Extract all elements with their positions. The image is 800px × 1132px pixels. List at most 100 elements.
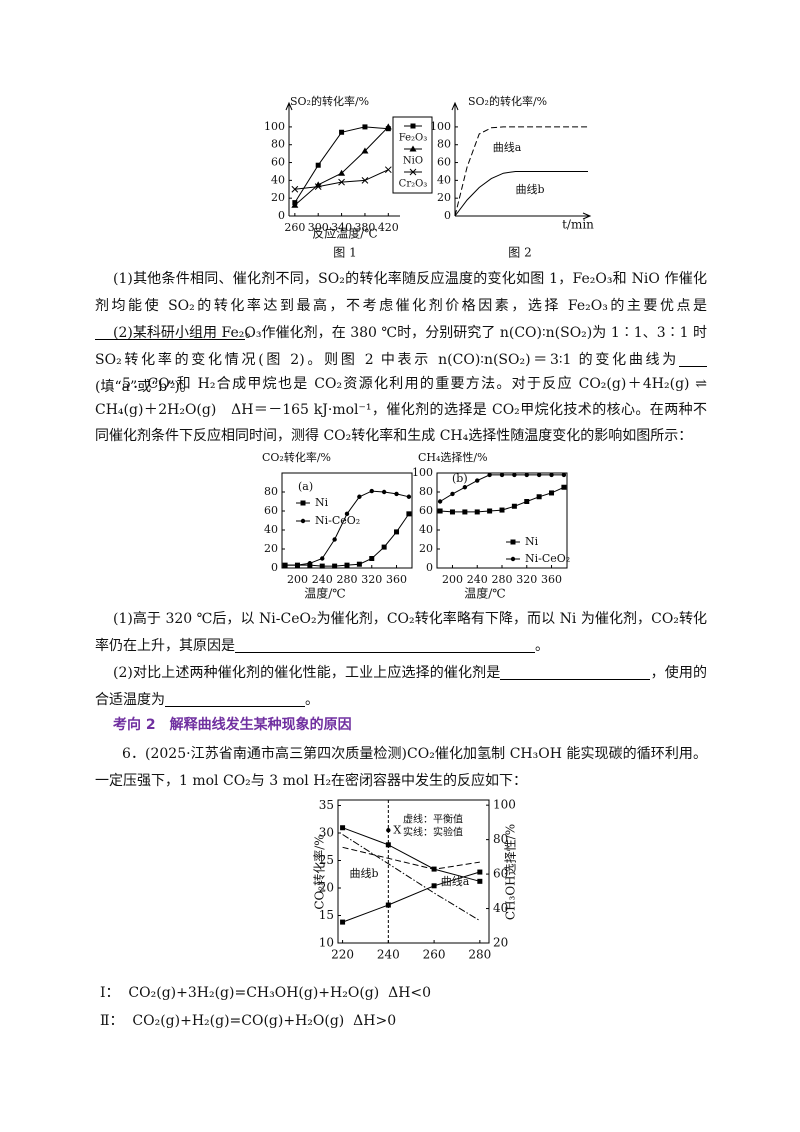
x-tick-label: 320	[361, 573, 382, 586]
marker-dot	[332, 537, 337, 542]
axis-arrow	[451, 101, 459, 111]
marker-square	[362, 124, 368, 130]
x-tick-label: 260	[284, 221, 305, 234]
series-line	[342, 846, 480, 870]
marker-square	[431, 883, 437, 889]
y2-tick-label: 60	[493, 867, 508, 881]
y-axis-label: SO₂的转化率/%	[290, 94, 369, 108]
legend-marker	[410, 123, 416, 129]
marker-triangle	[361, 147, 369, 154]
marker-triangle	[291, 201, 299, 208]
marker-cross	[384, 166, 392, 174]
y-tick-label: 80	[437, 138, 451, 151]
x-tick-label: 200	[287, 573, 308, 586]
marker-square	[511, 503, 517, 509]
curve-label: 曲线b	[349, 866, 378, 880]
y-tick-label: 40	[437, 173, 451, 186]
legend-label: Ni	[525, 535, 539, 548]
answer-blank	[95, 323, 245, 340]
legend-label: Ni-CeO₂	[315, 514, 360, 527]
marker-dot	[344, 511, 350, 517]
legend-marker	[510, 556, 516, 562]
marker-dot	[450, 491, 455, 497]
reaction: Ⅰ： CO₂(g)+3H₂(g)=CH₃OH(g)+H₂O(g) ΔH<0	[100, 985, 432, 1001]
marker-dot	[561, 472, 567, 478]
question-part: (2)某科研小组用 Fe₂O₃作催化剂，在 380 ℃时，分别研究了 n(CO)…	[95, 320, 707, 401]
x-tick-label: 380	[354, 221, 375, 234]
y-tick-label: 60	[264, 504, 278, 517]
plot-frame	[337, 799, 490, 944]
series-line	[294, 126, 389, 203]
legend-frame	[392, 116, 433, 194]
marker-dot	[499, 472, 505, 478]
marker-square	[449, 509, 455, 515]
answer-blank	[235, 636, 535, 653]
question-text: 。	[305, 692, 319, 708]
marker-square	[477, 869, 483, 875]
answer-blank	[165, 690, 305, 707]
series-line	[294, 126, 389, 206]
highlight-point	[386, 828, 391, 833]
y-tick-label: 0	[426, 561, 433, 574]
marker-dot	[487, 472, 492, 478]
marker-triangle	[384, 123, 392, 130]
marker-dot	[512, 472, 517, 478]
figure-caption: 图 1	[333, 246, 356, 260]
x-tick-label: 320	[516, 573, 537, 586]
panel-label: (a)	[298, 480, 313, 493]
x-tick-label: 360	[386, 573, 407, 586]
y-tick-label: 40	[264, 523, 278, 536]
marker-square	[487, 508, 493, 514]
y-tick-label: 100	[430, 120, 451, 133]
marker-square	[381, 544, 387, 550]
y-tick-label: 60	[271, 156, 285, 169]
y-tick-label: 0	[444, 209, 451, 222]
y-tick-label: 0	[271, 561, 278, 574]
marker-square	[385, 842, 391, 848]
y-tick-label: 0	[278, 209, 285, 222]
marker-dot	[406, 494, 412, 499]
question-stem: 5．CO₂和 H₂合成甲烷也是 CO₂资源化利用的重要方法。对于反应 CO₂(g…	[95, 376, 707, 444]
annotation: 实线：实验值	[403, 826, 463, 839]
legend-marker	[409, 145, 417, 152]
x-tick-label: 200	[442, 573, 463, 586]
question-text: ，使用的合适温度为	[95, 665, 707, 708]
marker-dot	[437, 499, 443, 504]
legend-marker	[409, 168, 417, 176]
marker-square	[356, 561, 362, 567]
y-tick-label: 10	[319, 936, 334, 950]
x-tick-label: 260	[423, 948, 446, 962]
panel-label: (b)	[452, 472, 468, 485]
marker-square	[524, 499, 530, 504]
legend-marker	[510, 539, 516, 545]
marker-dot	[307, 561, 313, 566]
marker-square	[339, 129, 345, 135]
x-tick-label: 240	[312, 573, 333, 586]
marker-dot	[462, 485, 468, 490]
x-tick-label: 360	[541, 573, 562, 586]
series-line	[342, 834, 481, 922]
question-text: (2)某科研小组用 Fe₂O₃作催化剂，在 380 ℃时，分别研究了 n(CO)…	[95, 325, 707, 368]
y-tick-label: 80	[419, 485, 433, 498]
x-tick-label: 420	[378, 221, 399, 234]
marker-square	[315, 162, 321, 168]
reaction: Ⅱ： CO₂(g)+H₂(g)=CO(g)+H₂O(g) ΔH>0	[100, 1013, 397, 1029]
x-tick-label: 300	[308, 221, 329, 234]
legend-marker	[300, 500, 306, 506]
curve-label: 曲线b	[515, 182, 544, 196]
question-text: (2)对比上述两种催化剂的催化性能，工业上应选择的催化剂是	[113, 665, 501, 681]
figure-caption: 图 2	[508, 246, 531, 260]
y-tick-label: 40	[419, 523, 433, 536]
marker-square	[406, 511, 412, 517]
marker-dot	[320, 556, 325, 561]
section-heading: 考向 2 解释曲线发生某种现象的原因	[113, 717, 352, 733]
x-tick-label: 280	[337, 573, 358, 586]
curve-label: 曲线a	[441, 874, 470, 888]
marker-dot	[295, 562, 300, 568]
y-tick-label: 15	[319, 908, 334, 922]
y-tick-label: 60	[419, 504, 433, 517]
marker-dot	[357, 494, 362, 499]
marker-cross	[338, 178, 345, 186]
